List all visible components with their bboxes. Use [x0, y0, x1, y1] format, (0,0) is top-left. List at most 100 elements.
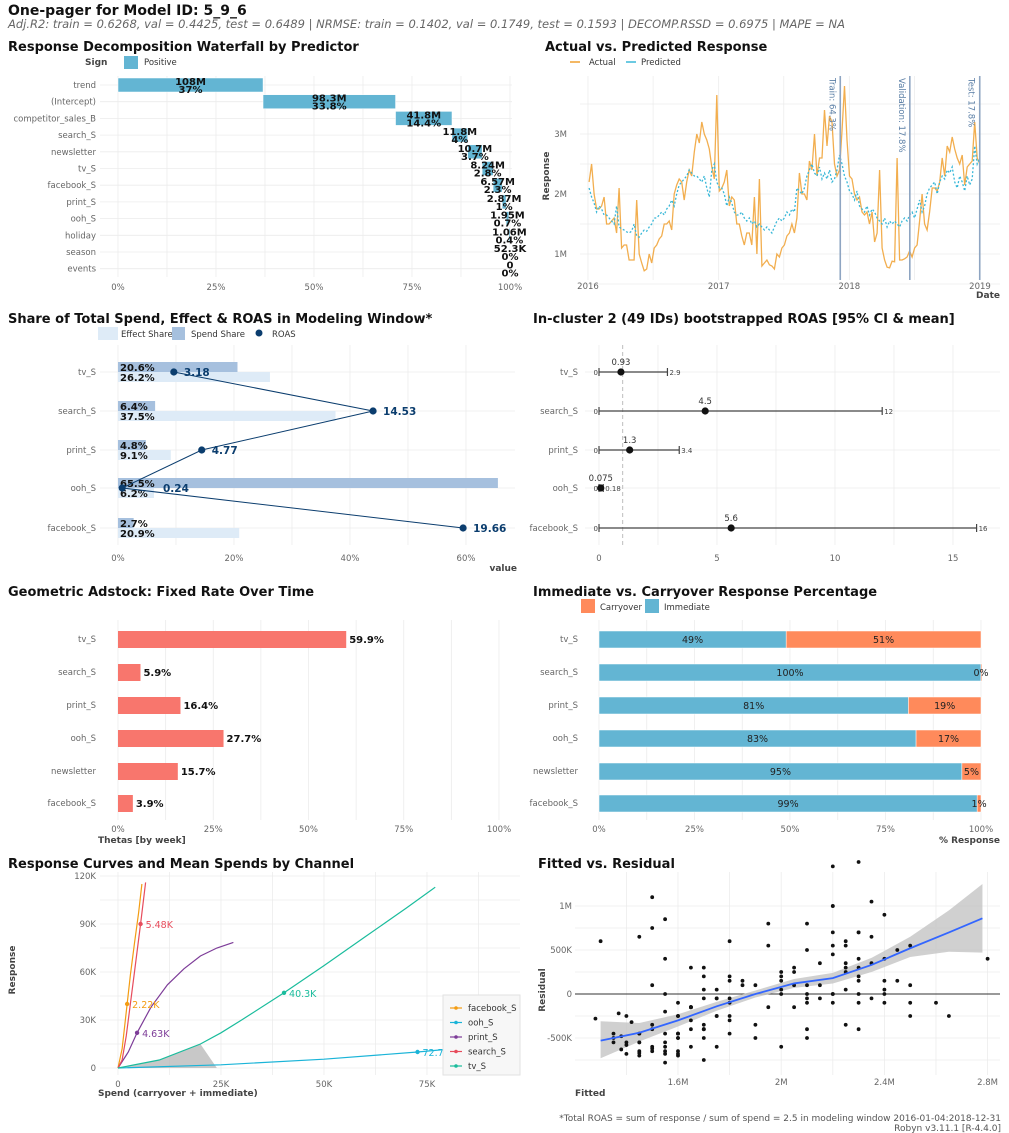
residual-point: [882, 1000, 887, 1005]
residual-point: [779, 992, 784, 996]
residual-point: [663, 1031, 667, 1036]
bootstrap-roas-title: In-cluster 2 (49 IDs) bootstrapped ROAS …: [533, 312, 955, 327]
split-label: Test: 17.8%: [966, 77, 976, 127]
residual-point: [856, 930, 861, 935]
effect-share-bar: [118, 372, 270, 382]
y-tick-label: 120K: [74, 872, 96, 882]
bar-value-label: 2.87M: [487, 194, 522, 205]
waterfall-bar: [492, 177, 503, 193]
bar-percent-label: 33.8%: [312, 102, 347, 113]
x-tick-label: 25%: [207, 283, 226, 293]
residual-point: [779, 974, 784, 979]
residual-point: [650, 1022, 655, 1027]
residual-point: [598, 939, 603, 944]
effect-share-bar: [118, 450, 171, 460]
category-label: tv_S: [78, 368, 96, 378]
bar-value-label: 11.8M: [443, 127, 478, 138]
theta-bar: [118, 763, 178, 780]
residual-point: [908, 983, 913, 988]
residual-point: [714, 996, 719, 1001]
residual-point: [818, 996, 822, 1001]
residual-point: [663, 1051, 667, 1056]
category-label: trend: [73, 81, 96, 91]
theta-value-label: 5.9%: [143, 668, 171, 679]
x-tick-label: 25%: [204, 825, 223, 835]
theta-bar: [118, 730, 224, 747]
category-label: season: [66, 248, 96, 258]
waterfall-bar: [117, 77, 264, 93]
legend-dot: [454, 1064, 458, 1068]
category-label: ooh_S: [553, 734, 578, 744]
residual-point: [792, 965, 796, 970]
spend-share-bar: [118, 440, 146, 450]
bar-value-label: 1.95M: [490, 211, 525, 222]
share-chart-title: Share of Total Spend, Effect & ROAS in M…: [8, 312, 433, 327]
residual-point: [624, 1051, 629, 1056]
category-label: newsletter: [51, 148, 96, 158]
residual-point: [611, 1040, 616, 1045]
y-tick-label: 0: [91, 1064, 96, 1074]
carryover-label: 19%: [934, 701, 955, 712]
immediate-label: 49%: [682, 635, 703, 646]
residual-point: [830, 943, 835, 948]
bar-value-label: 1.06M: [492, 227, 527, 238]
category-label: print_S: [548, 446, 578, 456]
waterfall-bar: [467, 144, 483, 160]
bar-percent-label: 2.8%: [474, 169, 502, 180]
residual-point: [637, 1053, 642, 1058]
series-line-actual: [588, 85, 981, 272]
residual-point: [830, 930, 835, 935]
y-tick-label: -500K: [547, 1034, 572, 1044]
category-label: tv_S: [560, 368, 578, 378]
theta-value-label: 16.4%: [183, 701, 218, 712]
category-label: search_S: [540, 668, 578, 678]
x-tick-label: 50%: [305, 283, 324, 293]
response-curves-title: Response Curves and Mean Spends by Chann…: [8, 857, 354, 872]
split-label: Validation: 17.8%: [896, 78, 906, 153]
effect-share-label: 20.9%: [120, 529, 155, 540]
residual-point: [818, 983, 822, 988]
y-tick-label: 1M: [554, 250, 567, 260]
mean-spend-label: 72.7K: [423, 1048, 451, 1059]
actual-vs-predicted-title: Actual vs. Predicted Response: [545, 40, 768, 55]
residual-point: [676, 1000, 680, 1005]
theta-value-label: 59.9%: [349, 635, 384, 646]
residual-point: [947, 1014, 951, 1018]
residual-point: [818, 961, 822, 966]
category-label: facebook_S: [530, 799, 578, 809]
ci-low-label: 0: [594, 408, 598, 416]
residual-point: [856, 1027, 861, 1032]
legend-label: search_S: [468, 1048, 506, 1058]
immediate-label: 81%: [743, 701, 764, 712]
residual-point: [830, 1000, 835, 1005]
residual-point: [611, 1031, 616, 1036]
x-tick-label: 40%: [341, 554, 360, 564]
residual-point: [882, 987, 887, 992]
mean-spend-point: [281, 990, 287, 995]
y-tick-label: 3M: [554, 130, 567, 140]
residual-point: [856, 1000, 861, 1005]
residual-point: [650, 1046, 655, 1051]
spend-share-bar: [118, 478, 498, 488]
residual-point: [593, 1016, 598, 1021]
x-tick-label: 2017: [708, 282, 730, 292]
legend-label: ooh_S: [468, 1019, 493, 1029]
bar-percent-label: 0.4%: [496, 235, 524, 246]
mean-label: 4.5: [698, 397, 712, 407]
bar-percent-label: 14.4%: [406, 118, 441, 129]
legend-label-effect: Effect Share: [121, 330, 173, 340]
residual-point: [650, 926, 655, 930]
residual-point: [856, 978, 861, 983]
category-label: (Intercept): [51, 98, 96, 108]
residual-point: [805, 983, 809, 988]
residual-point: [727, 939, 732, 944]
residual-point: [869, 996, 874, 1001]
mean-spend-label: 4.63K: [142, 1029, 170, 1040]
residual-point: [689, 1018, 693, 1023]
mean-spend-point: [124, 1001, 130, 1007]
bar-percent-label: 37%: [179, 85, 203, 96]
x-tick-label: 75%: [394, 825, 413, 835]
ci-high-label: 16: [979, 525, 988, 533]
residual-point: [766, 921, 771, 926]
residual-point: [869, 899, 874, 904]
